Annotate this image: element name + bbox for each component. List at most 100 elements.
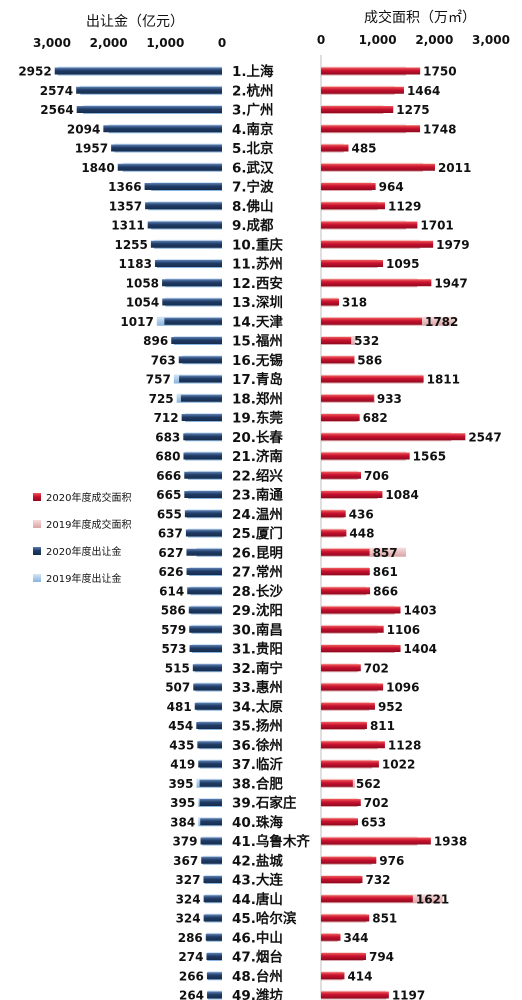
bar-2020-transaction-area (321, 933, 341, 941)
city-label: 39.石家庄 (232, 795, 297, 812)
city-label: 45.哈尔滨 (232, 910, 297, 927)
bar-2020-transaction-area (321, 394, 374, 402)
bar-2020-land-revenue (54, 67, 222, 75)
bar-2020-land-revenue (162, 279, 222, 287)
city-label: 6.武汉 (232, 159, 274, 176)
bar-2020-transaction-area (321, 510, 346, 518)
transaction-area-value-label: 866 (373, 584, 398, 598)
bar-2020-land-revenue (183, 433, 222, 441)
city-label: 4.南京 (232, 121, 274, 138)
transaction-area-value-label: 1750 (423, 65, 456, 79)
land-revenue-value-label: 586 (161, 604, 186, 618)
bar-2020-land-revenue (184, 491, 222, 498)
transaction-area-value-label: 1979 (436, 238, 469, 252)
bar-2020-transaction-area (321, 625, 384, 633)
transaction-area-value-label: 2547 (468, 430, 501, 444)
bar-2020-transaction-area (321, 144, 349, 152)
bar-2020-land-revenue (184, 471, 222, 479)
city-label: 25.厦门 (232, 525, 283, 542)
transaction-area-value-label: 1404 (404, 642, 437, 656)
land-revenue-value-label: 1255 (114, 238, 147, 252)
city-label: 48.台州 (232, 968, 283, 985)
bar-2020-transaction-area (321, 799, 361, 806)
city-label: 15.福州 (232, 333, 283, 350)
transaction-area-value-label: 1701 (420, 219, 453, 233)
left-axis-ticks: 3,000 2,000 1,000 0 (33, 36, 226, 50)
land-revenue-value-label: 266 (179, 969, 204, 983)
land-revenue-value-label: 1366 (108, 180, 141, 194)
transaction-area-value-label: 586 (357, 353, 382, 367)
transaction-area-value-label: 1811 (427, 373, 460, 387)
city-label: 3.广州 (232, 102, 274, 119)
city-label: 31.贵阳 (232, 641, 283, 658)
city-label: 5.北京 (232, 140, 274, 157)
land-revenue-value-label: 683 (155, 430, 180, 444)
land-revenue-value-label: 579 (161, 623, 186, 637)
bar-2020-land-revenue (188, 606, 222, 614)
transaction-area-value-label: 1464 (407, 84, 440, 98)
right-bars-group: 1750 1464 1275 1748 485 2011 964 1129 1701 1979 10… (321, 65, 502, 1000)
bar-2020-transaction-area (321, 895, 413, 903)
city-label: 44.唐山 (232, 891, 283, 908)
land-revenue-value-label: 2564 (40, 103, 73, 117)
right-axis-ticks: 0 1,000 2,000 3,000 (317, 33, 510, 47)
bar-2020-transaction-area (321, 183, 376, 190)
city-label: 11.苏州 (232, 256, 283, 273)
bar-2020-land-revenue (76, 106, 222, 113)
bar-2020-land-revenue (150, 240, 222, 248)
bar-2020-land-revenue (179, 375, 222, 383)
transaction-area-value-label: 976 (379, 854, 404, 868)
bar-2020-transaction-area (321, 760, 379, 768)
transaction-area-value-label: 1106 (387, 623, 420, 637)
bar-2020-transaction-area (321, 856, 377, 864)
bar-2020-transaction-area (321, 568, 370, 575)
right-axis-title: 成交面积（万㎡） (364, 9, 476, 26)
transaction-area-value-label: 1748 (423, 122, 456, 136)
bar-2020-transaction-area (321, 548, 370, 556)
city-label: 17.青岛 (232, 371, 283, 388)
city-label: 8.佛山 (232, 198, 274, 215)
bar-2020-land-revenue (103, 125, 222, 133)
left-bars-group: 2952 2574 2564 2094 1957 1840 1366 1357 1311 1255… (18, 65, 223, 1000)
bar-2020-transaction-area (321, 86, 404, 94)
bar-2020-land-revenue (194, 702, 222, 710)
city-label: 18.郑州 (232, 390, 283, 407)
bar-2020-land-revenue (192, 664, 222, 672)
land-revenue-value-label: 419 (170, 758, 195, 772)
legend-swatch (33, 493, 41, 501)
land-revenue-value-label: 680 (155, 450, 180, 464)
bar-2020-transaction-area (321, 991, 389, 999)
transaction-area-value-label: 952 (378, 700, 403, 714)
city-label: 7.宁波 (232, 179, 274, 196)
bar-2020-land-revenue (184, 510, 222, 518)
transaction-area-value-label: 1022 (382, 758, 415, 772)
bar-2020-land-revenue (145, 202, 222, 210)
city-label: 46.中山 (232, 929, 283, 946)
land-revenue-value-label: 286 (178, 931, 203, 945)
bar-2020-land-revenue (185, 529, 222, 537)
land-revenue-value-label: 1058 (126, 276, 159, 290)
bar-2020-land-revenue (117, 163, 222, 171)
bar-2020-land-revenue (198, 760, 222, 768)
transaction-area-value-label: 532 (354, 334, 379, 348)
bar-2020-land-revenue (203, 914, 222, 922)
transaction-area-value-label: 485 (351, 142, 376, 156)
land-revenue-value-label: 384 (170, 815, 195, 829)
land-revenue-value-label: 1054 (126, 296, 159, 310)
transaction-area-value-label: 933 (377, 392, 402, 406)
land-revenue-value-label: 627 (158, 546, 183, 560)
bar-2020-transaction-area (321, 779, 353, 787)
land-revenue-value-label: 507 (165, 681, 190, 695)
transaction-area-value-label: 344 (343, 931, 368, 945)
transaction-area-value-label: 1096 (386, 681, 419, 695)
bar-2020-land-revenue (200, 818, 222, 826)
bar-2020-land-revenue (187, 587, 222, 595)
bar-2020-land-revenue (181, 414, 222, 421)
transaction-area-value-label: 794 (369, 950, 394, 964)
bar-2020-land-revenue (171, 337, 222, 344)
land-revenue-value-label: 1183 (119, 257, 152, 271)
city-label: 36.徐州 (232, 737, 283, 754)
transaction-area-value-label: 1197 (392, 989, 425, 1000)
land-revenue-value-label: 725 (149, 392, 174, 406)
land-revenue-value-label: 324 (176, 892, 201, 906)
